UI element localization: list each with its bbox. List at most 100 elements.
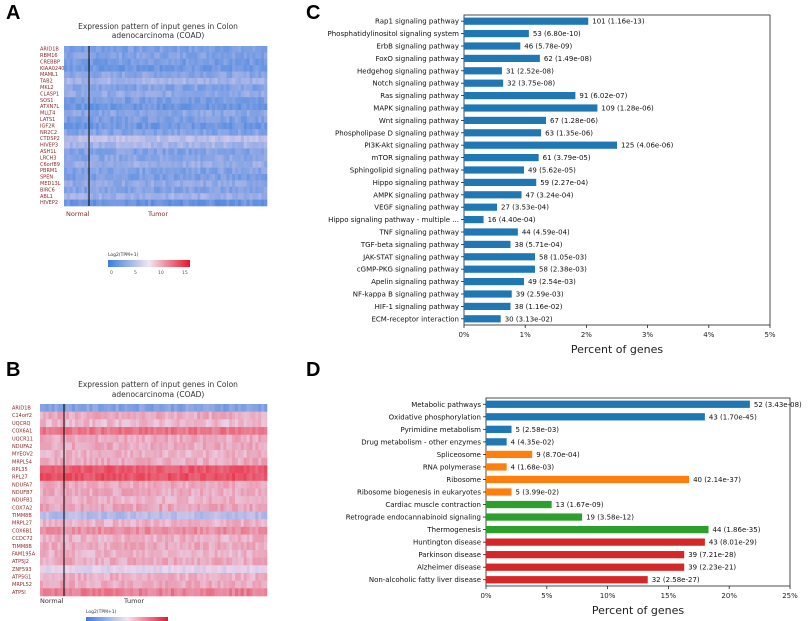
heatmap-cell xyxy=(226,465,230,474)
heatmap-cell xyxy=(261,142,265,149)
heatmap-cell xyxy=(237,557,242,566)
heatmap-cell xyxy=(74,480,79,489)
heatmap-cell xyxy=(264,450,268,459)
heatmap-cell xyxy=(48,572,52,581)
heatmap-cell xyxy=(133,450,137,459)
heatmap-cell xyxy=(147,526,151,535)
heatmap-cell xyxy=(197,129,201,136)
heatmap-cell xyxy=(127,427,131,436)
heatmap-cell xyxy=(243,519,247,528)
heatmap-cell xyxy=(243,496,247,505)
heatmap-cell xyxy=(243,580,247,589)
heatmap-cell xyxy=(217,488,221,497)
heatmap-cell xyxy=(69,97,73,104)
heatmap-cell xyxy=(191,588,195,597)
heatmap-cell xyxy=(104,116,108,124)
heatmap-cell xyxy=(261,519,265,528)
heatmap-cell xyxy=(122,193,126,200)
heatmap-cell xyxy=(211,557,215,566)
heatmap-cell xyxy=(217,442,221,451)
heatmap-cell xyxy=(170,511,175,520)
heatmap-cell xyxy=(191,110,195,117)
heatmap-cell xyxy=(130,580,134,589)
heatmap-cell xyxy=(119,58,123,66)
data-label: 38 (5.71e-04) xyxy=(515,241,563,249)
heatmap-cell xyxy=(116,103,120,111)
heatmap-cell xyxy=(42,496,47,505)
heatmap-cell xyxy=(214,186,218,194)
heatmap-cell xyxy=(206,52,210,60)
heatmap-cell xyxy=(148,78,152,85)
heatmap-cell xyxy=(156,65,160,72)
heatmap-cell xyxy=(238,122,242,130)
heatmap-cell xyxy=(200,110,204,117)
heatmap-cell xyxy=(234,580,239,589)
heatmap-cell xyxy=(246,122,250,130)
heatmap-cell xyxy=(240,84,245,92)
heatmap-cell xyxy=(229,465,233,474)
heatmap-cell xyxy=(93,167,97,175)
heatmap-cell xyxy=(74,427,79,436)
heatmap-cell xyxy=(211,404,215,412)
heatmap-cell xyxy=(217,52,221,60)
heatmap-cell xyxy=(116,116,120,124)
heatmap-cell xyxy=(98,465,102,474)
heatmap-cell xyxy=(165,97,169,104)
heatmap-cell xyxy=(124,148,129,156)
heatmap-cell xyxy=(64,142,68,149)
heatmap-cell xyxy=(45,427,50,436)
heatmap-cell xyxy=(232,193,236,200)
panel-a-letter: A xyxy=(6,2,21,24)
heatmap-cell xyxy=(226,496,230,505)
heatmap-cell xyxy=(162,404,166,412)
heatmap-cell xyxy=(168,442,172,451)
heatmap-cell xyxy=(173,473,178,482)
heatmap-cell xyxy=(115,488,119,497)
heatmap-cell xyxy=(153,199,158,207)
heatmap-cell xyxy=(238,58,242,66)
heatmap-cell xyxy=(229,511,233,520)
heatmap-cell xyxy=(246,135,250,143)
heatmap-cell xyxy=(159,71,163,79)
heatmap-cell xyxy=(237,480,242,489)
heatmap-cell xyxy=(229,450,233,459)
heatmap-cell xyxy=(156,180,160,188)
heatmap-cell xyxy=(121,580,125,589)
heatmap-cell xyxy=(63,519,67,528)
heatmap-cell xyxy=(80,549,84,558)
heatmap-cell xyxy=(240,129,245,136)
heatmap-cell xyxy=(264,419,268,428)
heatmap-cell xyxy=(104,572,108,581)
heatmap-cell xyxy=(180,97,184,104)
heatmap-cell xyxy=(203,52,207,60)
heatmap-cell xyxy=(72,58,76,66)
heatmap-cell xyxy=(194,450,198,459)
heatmap-cell xyxy=(168,174,172,181)
heatmap-cell xyxy=(185,142,189,149)
heatmap-cell xyxy=(83,557,87,566)
heatmap-cell xyxy=(81,71,85,79)
heatmap-cell xyxy=(113,199,117,207)
heatmap-cell xyxy=(194,496,198,505)
heatmap-cell xyxy=(162,534,166,543)
heatmap-cell xyxy=(136,46,140,53)
heatmap-cell xyxy=(69,52,73,60)
heatmap-cell xyxy=(130,588,134,597)
heatmap-cell xyxy=(200,161,204,168)
heatmap-cell xyxy=(130,534,134,543)
heatmap-cell xyxy=(84,116,88,124)
heatmap-cell xyxy=(246,419,250,428)
heatmap-cell xyxy=(261,90,265,98)
heatmap-cell xyxy=(165,557,169,566)
heatmap-cell xyxy=(130,167,134,175)
heatmap-cell xyxy=(106,442,111,451)
heatmap-cell xyxy=(153,110,158,117)
heatmap-cell xyxy=(136,167,140,175)
heatmap-cell xyxy=(229,496,233,505)
heatmap-cell xyxy=(226,65,230,72)
heatmap-cell xyxy=(211,65,216,72)
heatmap-cell xyxy=(74,496,79,505)
heatmap-cell xyxy=(81,103,85,111)
gene-label: C14orf2 xyxy=(12,413,32,419)
heatmap-cell xyxy=(104,549,108,558)
